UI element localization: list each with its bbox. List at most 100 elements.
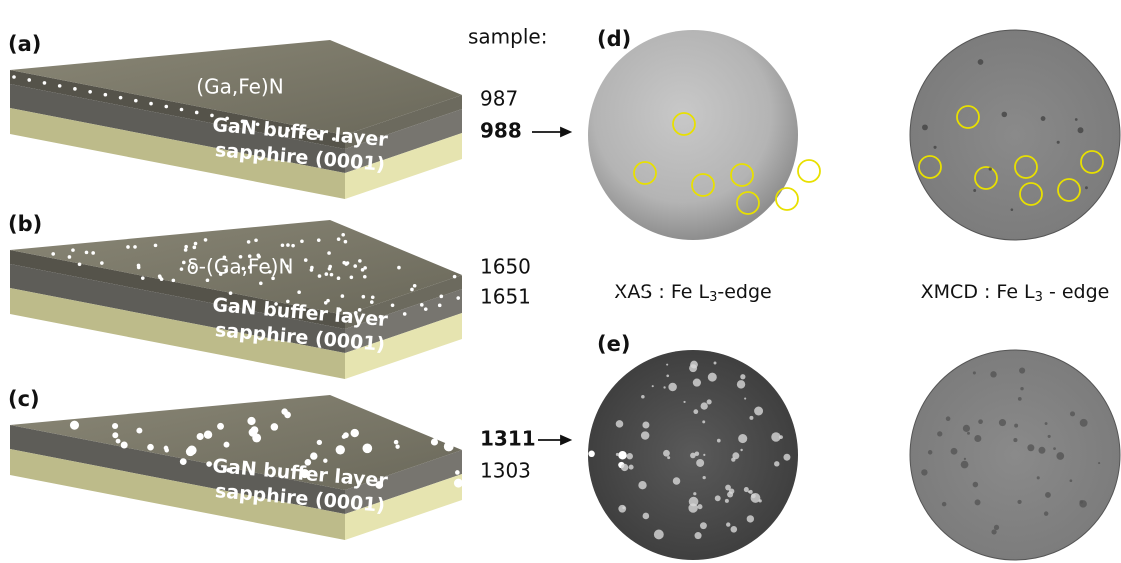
- dot: [329, 272, 334, 277]
- spot: [642, 421, 650, 429]
- dot: [247, 416, 256, 426]
- dot: [300, 239, 304, 244]
- dot: [69, 420, 80, 430]
- spot: [1040, 116, 1046, 121]
- spot: [988, 167, 992, 171]
- spot: [1043, 511, 1049, 516]
- dot: [84, 250, 89, 255]
- dot: [416, 422, 423, 429]
- dot: [338, 308, 342, 312]
- dot: [271, 276, 275, 281]
- spot: [730, 525, 738, 533]
- dot: [301, 131, 306, 135]
- dot: [456, 296, 461, 300]
- dot: [499, 288, 503, 292]
- spot: [667, 456, 671, 460]
- spot: [638, 481, 647, 490]
- spot: [1069, 411, 1076, 417]
- spot: [754, 406, 764, 416]
- dot: [240, 119, 245, 124]
- spot: [732, 452, 740, 460]
- spot: [922, 124, 928, 131]
- spot: [748, 489, 753, 494]
- dot: [520, 289, 525, 294]
- dot: [643, 288, 648, 292]
- xmcd-caption: XMCD : Fe L3 - edge: [921, 281, 1110, 305]
- spot: [651, 385, 654, 388]
- spot: [694, 451, 700, 457]
- spot: [963, 457, 967, 460]
- dot: [286, 128, 290, 132]
- image-label: (e): [597, 332, 630, 356]
- dot: [443, 441, 454, 452]
- dot: [524, 301, 528, 305]
- spot: [921, 469, 928, 476]
- dot: [194, 110, 199, 115]
- dot: [461, 273, 466, 277]
- spot: [694, 532, 702, 540]
- dot: [300, 468, 310, 479]
- dot: [285, 264, 289, 269]
- spot: [738, 434, 748, 444]
- dot: [412, 283, 417, 288]
- dot: [453, 478, 463, 488]
- dot: [393, 439, 399, 445]
- xmcd-image: [909, 29, 1121, 241]
- dot: [520, 281, 525, 286]
- spot: [746, 515, 755, 523]
- spot: [1017, 499, 1022, 505]
- dot: [222, 255, 227, 260]
- dot: [51, 252, 56, 256]
- dot: [274, 302, 278, 306]
- dot: [430, 438, 439, 446]
- dot: [149, 101, 153, 106]
- spot: [672, 477, 681, 485]
- dot: [226, 467, 232, 473]
- dot: [316, 439, 323, 446]
- dot: [280, 243, 285, 248]
- dot: [248, 265, 252, 270]
- dot: [136, 427, 143, 434]
- spot: [1098, 461, 1101, 465]
- dot: [103, 92, 108, 97]
- arrow: [532, 126, 573, 446]
- dot: [535, 270, 539, 274]
- dot: [217, 422, 224, 430]
- spot: [962, 424, 971, 432]
- spot: [990, 371, 997, 378]
- dot: [191, 265, 195, 270]
- dot: [179, 458, 187, 466]
- spot: [941, 501, 947, 507]
- spot: [713, 361, 717, 365]
- slab-side: [345, 109, 462, 173]
- dot: [370, 295, 375, 300]
- dot: [331, 137, 336, 141]
- dot: [327, 251, 331, 255]
- dot: [402, 312, 407, 316]
- dot: [567, 464, 575, 471]
- sample-header: sample:: [468, 25, 547, 49]
- dot: [442, 430, 447, 436]
- spot: [641, 394, 645, 399]
- dot: [499, 303, 504, 308]
- slab-side: [345, 275, 462, 329]
- dot: [576, 289, 581, 293]
- spot: [747, 490, 750, 493]
- slab-front: [10, 108, 345, 199]
- dot: [171, 278, 176, 283]
- dot: [203, 430, 213, 439]
- spot: [620, 463, 629, 472]
- spot: [950, 447, 958, 455]
- spot: [663, 449, 670, 457]
- dot: [478, 277, 482, 281]
- dot: [327, 266, 332, 271]
- spot: [688, 503, 698, 513]
- sample-id: 1651: [480, 285, 531, 309]
- dot: [12, 75, 16, 79]
- sample-id: 1311: [480, 427, 536, 451]
- xas-caption: XAS : Fe L3-edge: [614, 281, 771, 305]
- dot: [310, 265, 314, 270]
- dot: [310, 452, 318, 460]
- spot: [692, 378, 701, 387]
- dot: [494, 295, 499, 300]
